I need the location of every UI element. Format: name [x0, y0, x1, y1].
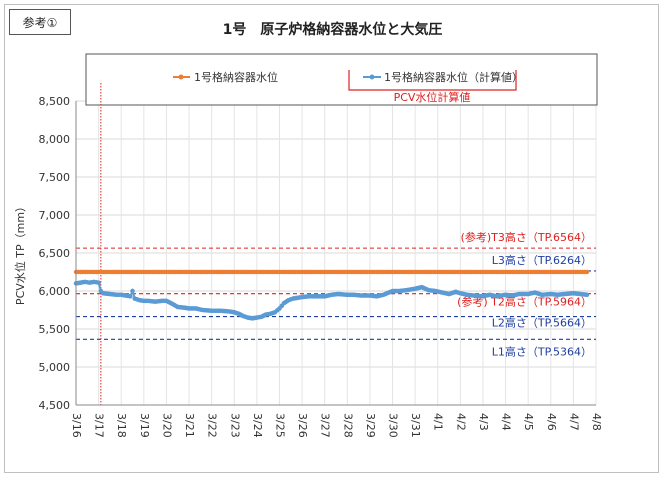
x-tick-label: 3/20 [160, 413, 173, 438]
x-tick-label: 3/18 [115, 413, 128, 438]
reference-lines: (参考)T3高さ（TP.6564） L3高さ（TP.6264） (参考) T2高さ（… [76, 83, 596, 405]
x-tick-label: 3/19 [138, 413, 151, 438]
x-tick-label: 3/22 [206, 413, 219, 438]
y-tick-label: 6,000 [39, 285, 71, 298]
legend: 1号格納容器水位 1号格納容器水位（計算値） PCV水位計算値 [85, 53, 598, 106]
x-tick-label: 3/26 [296, 413, 309, 438]
x-tick-label: 4/8 [590, 413, 603, 431]
x-tick-label: 3/31 [409, 413, 422, 438]
data-point-calculated [130, 288, 135, 294]
outer-frame [4, 4, 659, 473]
y-axis-label: PCV水位 TP（mm） [13, 201, 27, 305]
y-tick-label: 7,500 [39, 171, 71, 184]
legend-label-calculated: 1号格納容器水位（計算値） [384, 70, 523, 84]
y-tick-label: 5,500 [39, 323, 71, 336]
x-tick-label: 3/17 [93, 413, 106, 438]
x-tick-label: 3/21 [183, 413, 196, 438]
reference-label: L1高さ（TP.5364） [492, 344, 592, 358]
grid-lines [75, 100, 597, 406]
legend-marker-calculated [369, 74, 375, 80]
x-tick-label: 3/25 [273, 413, 286, 438]
y-tick-label: 8,000 [39, 133, 71, 146]
data-point-calculated [584, 292, 590, 298]
legend-frame [85, 53, 598, 106]
x-tick-label: 4/7 [567, 413, 580, 431]
reference-label: L2高さ（TP.5664） [492, 316, 592, 330]
x-tick-label: 4/6 [545, 413, 558, 431]
reference-label: L3高さ（TP.6264） [492, 253, 592, 267]
x-tick-label: 3/23 [228, 413, 241, 438]
y-tick-label: 5,000 [39, 361, 71, 374]
x-tick-label: 4/4 [500, 413, 513, 431]
x-tick-label: 4/1 [432, 413, 445, 431]
axes: 4,500 5,000 5,500 6,000 6,500 7,000 7,500 8,000… [13, 95, 603, 438]
y-tick-label: 4,500 [39, 399, 71, 412]
data-point-calculated [127, 294, 133, 299]
reference-tag: 参考① [9, 9, 71, 35]
legend-marker-measured [178, 74, 184, 80]
y-tick-label: 7,000 [39, 209, 71, 222]
x-tick-label: 3/27 [319, 413, 332, 438]
legend-box-caption: PCV水位計算値 [394, 90, 471, 104]
x-tick-label: 3/29 [364, 413, 377, 438]
data-point-calculated [96, 280, 101, 285]
x-tick-label: 4/3 [477, 413, 490, 431]
x-tick-label: 3/24 [251, 413, 264, 438]
legend-label-measured: 1号格納容器水位 [194, 70, 278, 84]
x-tick-label: 3/30 [387, 413, 400, 438]
chart-title: 1号 原子炉格納容器水位と大気圧 [222, 22, 443, 38]
y-tick-label: 6,500 [39, 247, 71, 260]
x-tick-label: 3/28 [341, 413, 354, 438]
x-tick-label: 3/16 [70, 413, 83, 438]
data-point-measured [584, 269, 590, 275]
legend-highlight-box [348, 70, 517, 91]
y-tick-label: 8,500 [39, 95, 71, 108]
reference-label: (参考) T2高さ（TP.5964） [457, 295, 592, 309]
x-tick-label: 4/2 [454, 413, 467, 431]
series-layer [73, 269, 590, 321]
x-tick-label: 4/5 [522, 413, 535, 431]
reference-label: (参考)T3高さ（TP.6564） [461, 230, 592, 244]
